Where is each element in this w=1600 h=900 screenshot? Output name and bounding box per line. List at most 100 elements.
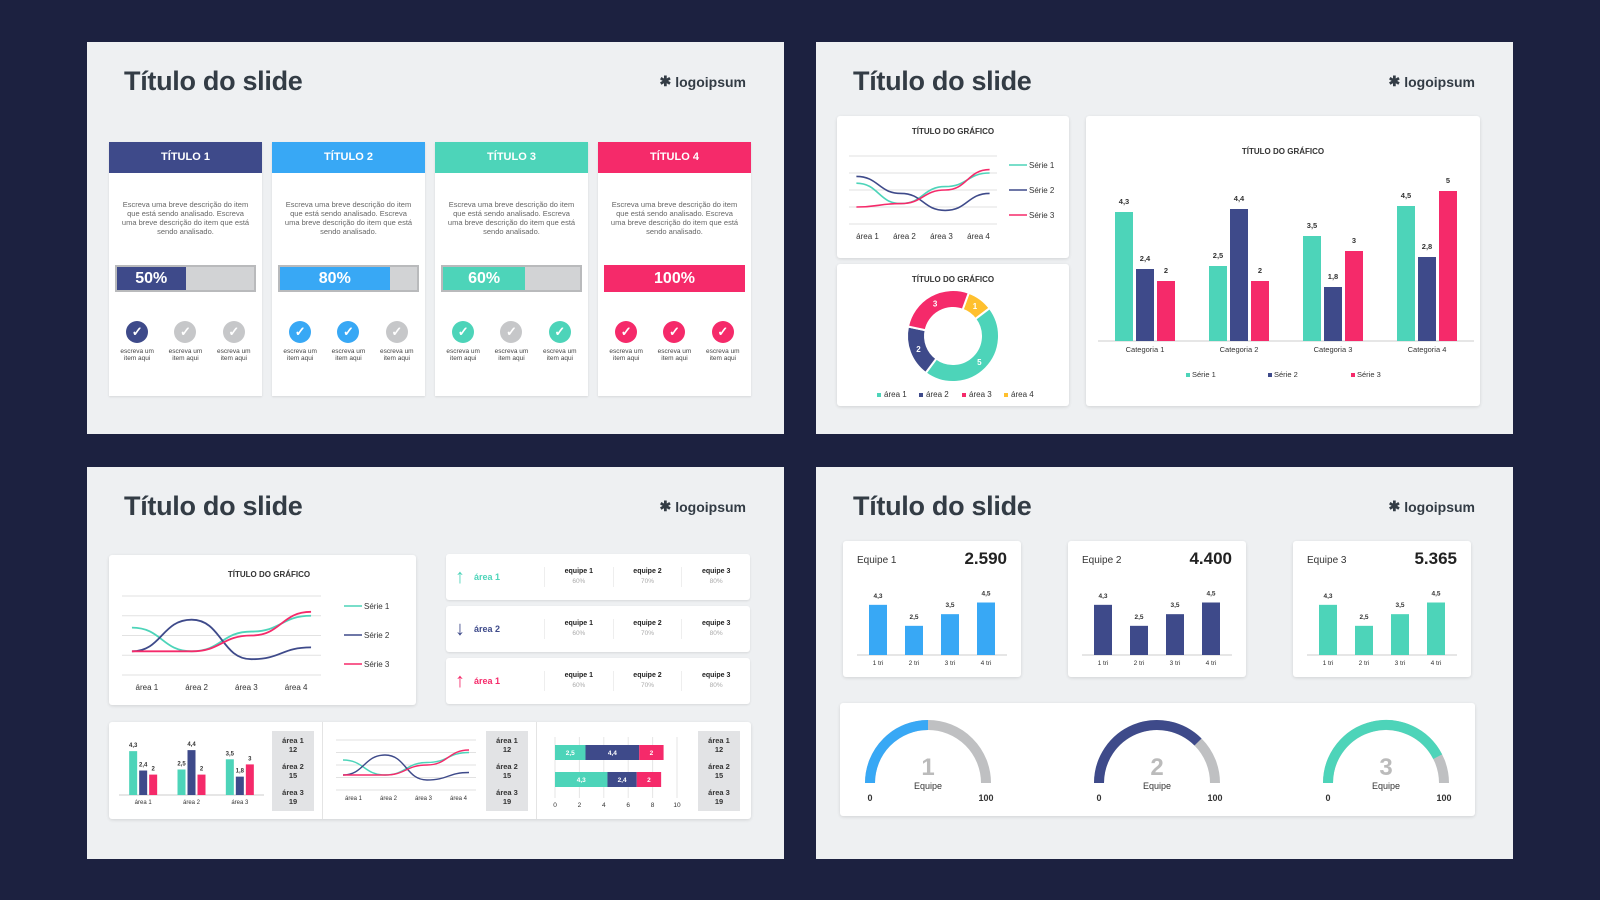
- x-tick-label: área 3: [231, 800, 249, 806]
- area-value: área 1 12: [486, 736, 528, 754]
- legend-label: área 4: [1011, 390, 1034, 399]
- metric-column: TÍTULO 2 Escreva uma breve descrição do i…: [272, 142, 425, 396]
- donut-slice: [906, 325, 938, 375]
- check-icon: ✓: [711, 321, 734, 343]
- kpi-cell: equipe 3 80%: [681, 671, 750, 691]
- chart-title: TÍTULO DO GRÁFICO: [911, 275, 995, 284]
- area-number: 12: [502, 744, 512, 754]
- legend-label: Série 1: [364, 602, 390, 611]
- area-value: área 1 12: [698, 736, 740, 754]
- kpi-team: equipe 2: [633, 568, 662, 575]
- legend-swatch: [919, 393, 923, 397]
- donut-slice: [924, 306, 1000, 383]
- x-tick-label: 1 tri: [1098, 660, 1109, 667]
- bar-label: 3: [1352, 236, 1356, 245]
- check-icon: ✓: [663, 321, 686, 343]
- column-header: TÍTULO 2: [272, 142, 425, 173]
- slide-3[interactable]: Título do slide ✱ logoipsum TÍTULO DO GRÁ…: [87, 467, 784, 859]
- bar-label: 2,5: [177, 762, 186, 768]
- kpi-percent: 60%: [572, 630, 586, 637]
- area-number: 19: [288, 796, 298, 806]
- bar-label: 2,4: [1140, 254, 1151, 263]
- column-header: TÍTULO 3: [435, 142, 588, 173]
- bar-label: 4,5: [1206, 591, 1215, 598]
- progress-bar: 60%: [441, 265, 582, 292]
- bar-label: 2,5: [1213, 251, 1223, 260]
- stacked-segment: [555, 772, 608, 787]
- slide-1[interactable]: Título do slide ✱ logoipsum TÍTULO 1 Escre…: [87, 42, 784, 434]
- kpi-percent: 60%: [572, 578, 586, 585]
- segment-label: 2,4: [618, 777, 627, 784]
- legend-swatch: [1004, 393, 1008, 397]
- kpi-row[interactable]: ↓ área 2 equipe 1 60% equipe 2 70% equipe 3 80%: [446, 606, 750, 652]
- kpi-row[interactable]: ↑ área 1 equipe 1 60% equipe 2 70% equipe 3 80%: [446, 554, 750, 600]
- bar-label: 2,5: [1134, 614, 1143, 621]
- slide-2[interactable]: Título do slide ✱ logoipsum TÍTULO DO GRÁ…: [816, 42, 1513, 434]
- slice-label: 1: [973, 302, 978, 311]
- area-label: área 2: [708, 762, 730, 771]
- x-tick-label: 2 tri: [1134, 660, 1145, 667]
- kpi-team: equipe 2: [633, 620, 662, 627]
- bar: [977, 602, 995, 655]
- x-tick-label: Categoria 2: [1220, 345, 1259, 354]
- kpi-percent: 80%: [709, 682, 723, 689]
- area-number: 19: [502, 796, 512, 806]
- team-value: 5.365: [1414, 549, 1457, 568]
- area-number: 15: [502, 770, 512, 780]
- bar-label: 2,5: [1359, 614, 1368, 621]
- stacked-segment: [585, 745, 640, 760]
- x-tick-label: área 4: [450, 796, 468, 802]
- bar-label: 2: [151, 767, 155, 773]
- check-list: ✓ escreva um item aqui ✓ escreva um item aq…: [272, 321, 425, 362]
- x-tick-label: 4: [602, 802, 606, 809]
- donut-slice: [906, 289, 971, 332]
- arrow-up-icon: ↑: [455, 669, 465, 692]
- check-icon: ✓: [126, 321, 149, 343]
- logo-mark-icon: ✱: [1388, 73, 1401, 89]
- check-icon: ✓: [222, 321, 245, 343]
- x-tick-label: 2 tri: [909, 660, 920, 667]
- bar-label: 2: [1258, 266, 1262, 275]
- check-icon: ✓: [174, 321, 197, 343]
- kpi-cell: equipe 2 70%: [612, 619, 682, 639]
- check-label: escreva um item aqui: [283, 348, 317, 362]
- bar-label: 4,5: [981, 591, 990, 598]
- bar-label: 2: [200, 767, 204, 773]
- check-icon: ✓: [615, 321, 638, 343]
- team-name: Equipe 3: [1307, 555, 1347, 566]
- kpi-cell: equipe 2 70%: [612, 671, 682, 691]
- bar: [1202, 602, 1220, 655]
- team-bar-chart: 4,3 1 tri 2,5 2 tri 3,5 3 tri 4,5 4 tri: [1082, 591, 1232, 667]
- check-label: escreva um item aqui: [657, 348, 692, 362]
- series-line: [343, 749, 470, 776]
- bar-label: 3: [248, 756, 252, 762]
- logo-mark-icon: ✱: [659, 73, 672, 89]
- check-item: ✓ escreva um item aqui: [114, 321, 160, 362]
- kpi-cell: equipe 1 60%: [544, 671, 613, 691]
- chart-title: TÍTULO DO GRÁFICO: [227, 570, 311, 579]
- check-list: ✓ escreva um item aqui ✓ escreva um item aq…: [435, 321, 588, 362]
- bar: [139, 770, 148, 795]
- kpi-cell: equipe 1 60%: [544, 619, 613, 639]
- x-tick-label: 4 tri: [1431, 660, 1442, 667]
- slice-label: 2: [916, 345, 921, 354]
- kpi-row[interactable]: ↑ área 1 equipe 1 60% equipe 2 70% equipe 3 80%: [446, 658, 750, 704]
- bar: [1418, 257, 1436, 341]
- chart-title: TÍTULO DO GRÁFICO: [911, 127, 995, 136]
- slide-4[interactable]: Título do slide ✱ logoipsum Equipe 1 2.590…: [816, 467, 1513, 859]
- bar: [225, 759, 234, 795]
- check-icon: ✓: [337, 321, 360, 343]
- legend-label: área 1: [884, 390, 907, 399]
- kpi-percent: 80%: [709, 630, 723, 637]
- bar: [1209, 266, 1227, 341]
- series-line: [131, 610, 312, 653]
- x-tick-label: 2: [578, 802, 582, 809]
- series-line: [131, 618, 312, 661]
- series-line: [342, 754, 470, 781]
- legend-swatch: [877, 393, 881, 397]
- bar-label: 4,3: [129, 743, 138, 749]
- x-tick-label: 1 tri: [873, 660, 884, 667]
- x-tick-label: área 4: [967, 232, 990, 241]
- bar: [1427, 602, 1445, 655]
- check-list: ✓ escreva um item aqui ✓ escreva um item aq…: [109, 321, 262, 362]
